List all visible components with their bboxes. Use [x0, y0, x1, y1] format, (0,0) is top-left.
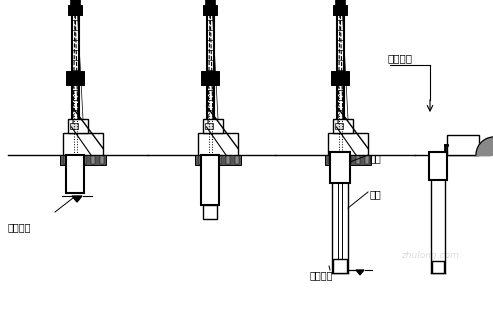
Bar — [195, 155, 241, 165]
Bar — [325, 155, 371, 165]
Bar — [338, 156, 342, 164]
Bar — [226, 156, 230, 164]
Bar — [201, 71, 219, 85]
Bar — [68, 119, 88, 133]
Text: 设计深度: 设计深度 — [310, 270, 333, 280]
Bar — [208, 156, 212, 164]
Bar — [82, 156, 86, 164]
Bar — [203, 5, 217, 15]
Bar — [201, 155, 219, 205]
Bar — [235, 156, 239, 164]
Bar — [66, 155, 84, 193]
Text: 泥浆: 泥浆 — [370, 189, 382, 199]
Polygon shape — [476, 137, 493, 155]
Bar — [205, 0, 215, 5]
Bar — [333, 119, 353, 133]
Polygon shape — [72, 196, 82, 202]
Bar — [355, 156, 360, 164]
Bar — [331, 71, 349, 85]
Bar — [333, 259, 347, 273]
Bar — [70, 0, 80, 5]
Bar — [70, 123, 78, 129]
Bar — [347, 156, 351, 164]
Bar — [203, 205, 217, 219]
Bar — [364, 156, 369, 164]
Bar — [205, 123, 213, 129]
Bar — [64, 156, 68, 164]
Bar — [203, 119, 223, 133]
Bar — [335, 0, 345, 5]
Bar — [60, 155, 106, 165]
Bar — [198, 133, 238, 155]
Bar — [447, 135, 479, 155]
Bar — [66, 71, 84, 85]
Bar — [199, 156, 203, 164]
Bar — [335, 123, 343, 129]
Bar — [100, 156, 104, 164]
Text: 护筒: 护筒 — [370, 153, 382, 163]
Bar — [330, 152, 350, 183]
Text: 除砂设备: 除砂设备 — [388, 53, 413, 63]
Bar — [328, 133, 368, 155]
Bar — [329, 156, 333, 164]
Bar — [91, 156, 95, 164]
Bar — [73, 156, 77, 164]
Bar — [68, 5, 82, 15]
Bar — [63, 133, 103, 155]
Bar — [333, 5, 347, 15]
Text: zhulong.com: zhulong.com — [401, 250, 459, 259]
Bar — [217, 156, 221, 164]
Bar — [432, 261, 444, 273]
Polygon shape — [356, 270, 364, 275]
Bar — [429, 152, 447, 180]
Text: 护筒底端: 护筒底端 — [8, 222, 32, 232]
